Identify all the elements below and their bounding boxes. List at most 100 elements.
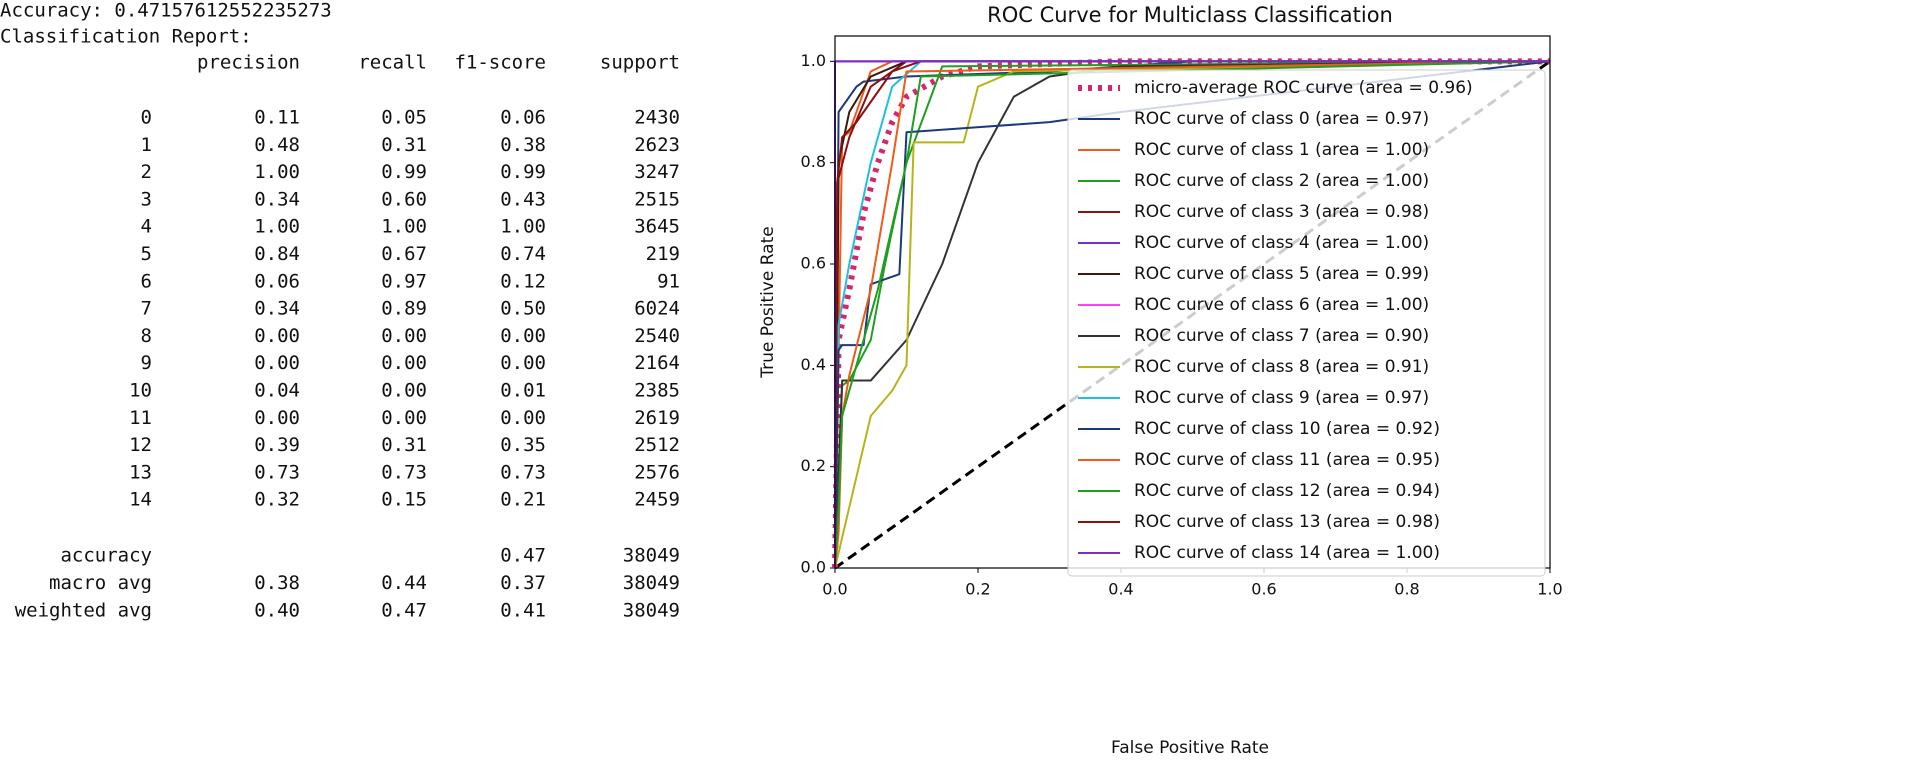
legend-label: ROC curve of class 10 (area = 0.92) [1134,419,1440,439]
report-cell: 219 [646,243,680,265]
row-label: 3 [141,188,152,210]
report-cell: 2619 [634,407,680,429]
row-label: 13 [129,461,152,483]
report-cell: 0.00 [500,325,546,347]
report-cell: 0.11 [254,107,300,129]
legend-label: ROC curve of class 3 (area = 0.98) [1134,202,1429,222]
y-tick-label: 0.4 [801,355,826,374]
y-tick-label: 0.8 [801,152,826,171]
row-label: 8 [141,325,152,347]
report-cell: 0.00 [254,407,300,429]
x-tick-label: 0.4 [1108,580,1133,599]
row-label: 9 [141,352,152,374]
report-cell: 0.06 [254,270,300,292]
summary-cell: 38049 [623,600,680,622]
row-label: 10 [129,380,152,402]
summary-cell: 0.47 [500,545,546,567]
report-cell: 0.73 [381,461,427,483]
report-heading: Classification Report: [0,26,252,48]
legend-label: ROC curve of class 1 (area = 1.00) [1134,140,1429,160]
summary-label: accuracy [60,545,152,567]
legend-label: ROC curve of class 8 (area = 0.91) [1134,357,1429,377]
summary-cell: 38049 [623,545,680,567]
x-tick-label: 0.6 [1251,580,1276,599]
report-cell: 0.32 [254,489,300,511]
x-tick-label: 0.2 [965,580,990,599]
row-label: 14 [129,489,152,511]
report-cell: 0.38 [500,134,546,156]
report-cell: 2385 [634,380,680,402]
report-cell: 6024 [634,298,680,320]
accuracy-line: Accuracy: 0.47157612552235273 [0,0,332,22]
legend-label: ROC curve of class 4 (area = 1.00) [1134,233,1429,253]
row-label: 2 [141,161,152,183]
report-cell: 0.97 [381,270,427,292]
column-header: precision [197,52,300,74]
report-cell: 0.15 [381,489,427,511]
report-cell: 2576 [634,461,680,483]
report-cell: 91 [657,270,680,292]
summary-label: weighted avg [15,600,152,622]
report-cell: 0.00 [381,325,427,347]
report-cell: 1.00 [500,216,546,238]
row-label: 11 [129,407,152,429]
roc-curve [834,60,1550,569]
row-label: 4 [141,216,152,238]
report-cell: 1.00 [254,161,300,183]
summary-cell: 38049 [623,572,680,594]
report-cell: 0.89 [381,298,427,320]
report-cell: 0.73 [254,461,300,483]
report-cell: 0.01 [500,380,546,402]
report-cell: 0.12 [500,270,546,292]
legend-box [1067,69,1546,577]
row-label: 7 [141,298,152,320]
report-cell: 0.00 [500,407,546,429]
report-cell: 0.35 [500,434,546,456]
y-tick-label: 0.2 [801,456,826,475]
legend-label: ROC curve of class 11 (area = 0.95) [1134,450,1440,470]
report-cell: 0.00 [254,352,300,374]
report-cell: 0.43 [500,188,546,210]
x-axis-label: False Positive Rate [1111,738,1269,758]
report-cell: 3247 [634,161,680,183]
report-cell: 2512 [634,434,680,456]
column-header: support [600,52,680,74]
report-cell: 1.00 [254,216,300,238]
report-cell: 0.00 [381,352,427,374]
report-cell: 0.74 [500,243,546,265]
report-cell: 0.06 [500,107,546,129]
y-axis-label: True Positive Rate [758,226,778,378]
row-label: 1 [141,134,152,156]
legend-label: ROC curve of class 12 (area = 0.94) [1134,481,1440,501]
legend-label: ROC curve of class 7 (area = 0.90) [1134,326,1429,346]
legend-label: ROC curve of class 0 (area = 0.97) [1134,109,1429,129]
report-cell: 0.39 [254,434,300,456]
report-cell: 0.31 [381,434,427,456]
report-cell: 2515 [634,188,680,210]
row-label: 0 [141,107,152,129]
report-cell: 1.00 [381,216,427,238]
roc-curve [834,60,1551,569]
report-cell: 2623 [634,134,680,156]
summary-cell: 0.41 [500,600,546,622]
report-cell: 0.00 [381,407,427,429]
report-cell: 0.00 [381,380,427,402]
report-cell: 0.50 [500,298,546,320]
report-cell: 0.34 [254,298,300,320]
legend-label: micro-average ROC curve (area = 0.96) [1134,78,1473,98]
report-cell: 0.21 [500,489,546,511]
roc-curve [832,58,1550,569]
summary-cell: 0.38 [254,572,300,594]
report-cell: 0.60 [381,188,427,210]
report-cell: 0.99 [500,161,546,183]
x-tick-label: 1.0 [1537,580,1562,599]
column-header: f1-score [454,52,546,74]
legend-label: ROC curve of class 2 (area = 1.00) [1134,171,1429,191]
report-cell: 2430 [634,107,680,129]
y-tick-label: 0.0 [801,558,826,577]
summary-cell: 0.37 [500,572,546,594]
report-cell: 0.05 [381,107,427,129]
legend-label: ROC curve of class 13 (area = 0.98) [1134,512,1440,532]
legend-label: ROC curve of class 6 (area = 1.00) [1134,295,1429,315]
report-cell: 0.34 [254,188,300,210]
